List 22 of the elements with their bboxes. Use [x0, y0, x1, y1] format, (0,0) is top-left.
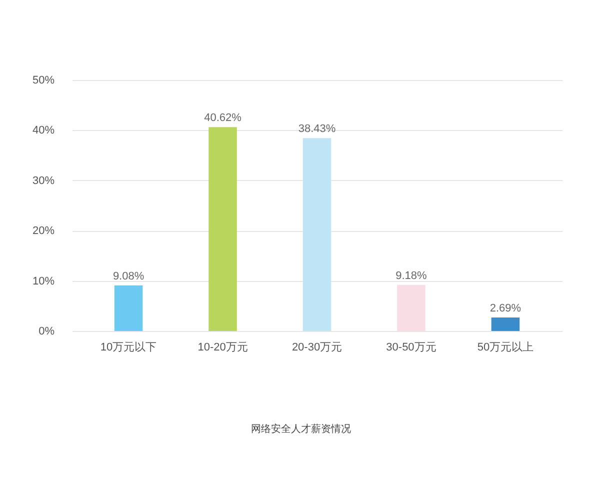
y-tick-label: 20% [32, 225, 55, 238]
bar [397, 284, 426, 331]
x-tick-label: 30-50万元 [386, 342, 436, 354]
bar [114, 285, 143, 331]
x-tick-label: 10万元以下 [100, 340, 157, 354]
y-tick-label: 10% [32, 275, 55, 288]
data-label: 40.62% [204, 112, 242, 124]
bar [491, 317, 520, 331]
data-label: 38.43% [298, 123, 336, 136]
y-tick-label: 30% [32, 174, 55, 187]
bar [302, 138, 332, 331]
y-tick-label: 40% [32, 124, 55, 137]
data-label: 2.69% [490, 302, 522, 314]
data-label: 9.08% [112, 270, 144, 282]
x-tick-label: 10-20万元 [198, 342, 248, 354]
y-tick-label: 50% [32, 74, 55, 86]
text: 网络安全人才薪资情况 [251, 423, 351, 435]
x-tick-label: 50万元以上 [477, 340, 534, 354]
bar [208, 127, 237, 331]
y-tick-label: 0% [38, 326, 55, 338]
x-tick-label: 20-30万元 [292, 342, 342, 354]
data-label: 9.18% [396, 270, 428, 282]
